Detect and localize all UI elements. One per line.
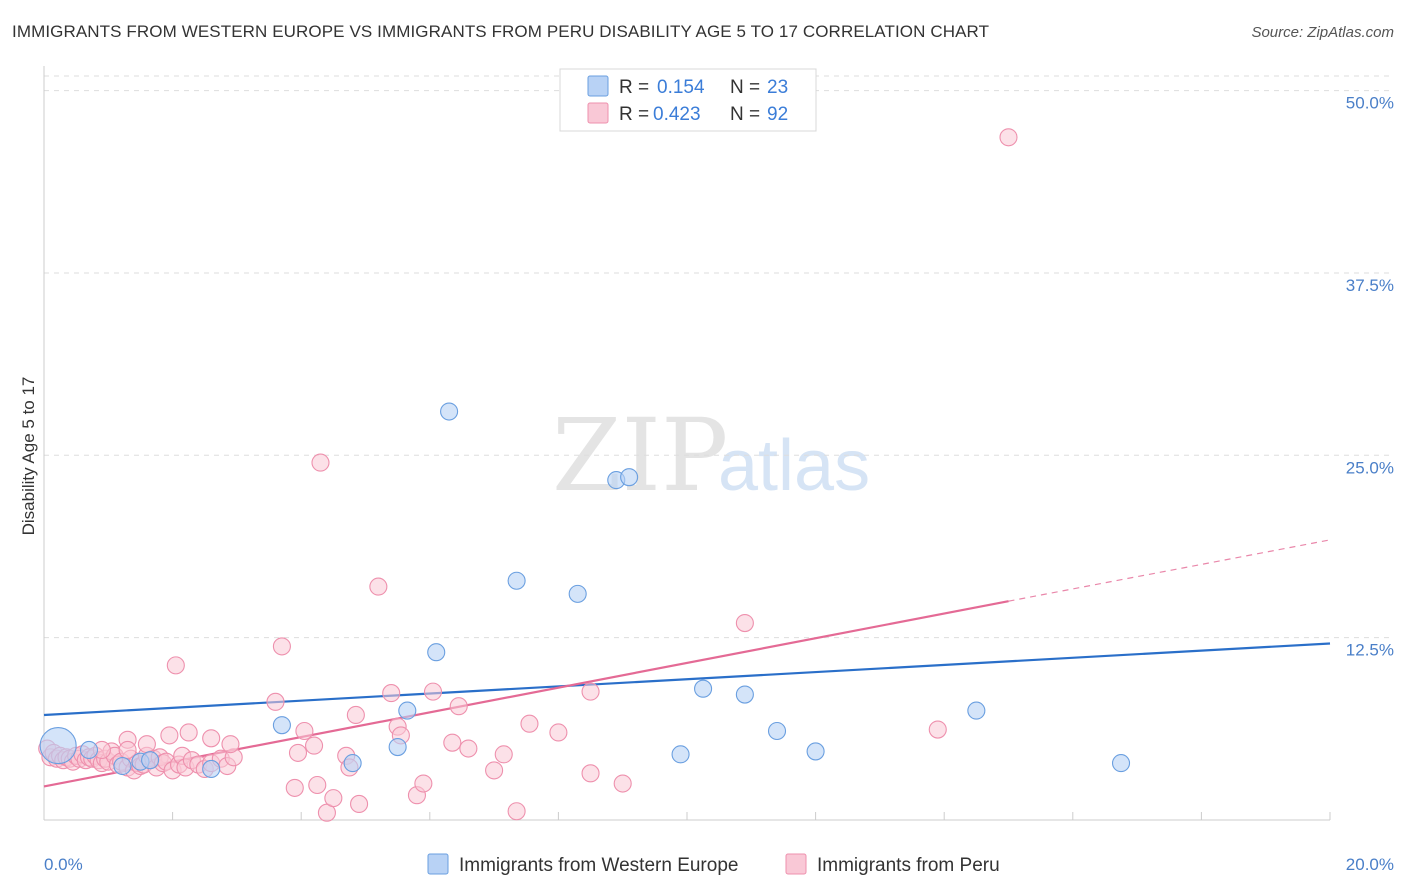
point-peru [350, 794, 369, 814]
x-tick-label-max: 20.0% [1346, 855, 1394, 874]
point-western-europe [398, 701, 417, 720]
source-label: Source: ZipAtlas.com [1251, 24, 1394, 41]
point-peru [423, 682, 443, 701]
point-peru [928, 720, 947, 739]
point-western-europe [39, 727, 77, 765]
legend-swatch-western-europe [587, 75, 609, 97]
x-tick-label-min: 0.0% [44, 855, 83, 874]
y-tick-label: 12.5% [1346, 641, 1394, 660]
point-peru [459, 739, 478, 758]
point-peru [160, 726, 179, 745]
point-western-europe [694, 679, 713, 698]
point-western-europe [202, 759, 221, 778]
point-peru [346, 705, 365, 725]
point-peru [288, 743, 308, 762]
point-western-europe [141, 751, 160, 770]
point-peru [494, 745, 513, 764]
point-western-europe [427, 643, 446, 662]
point-peru [443, 733, 462, 752]
point-peru [549, 723, 568, 742]
legend-n-label-1: N = [730, 77, 760, 98]
point-peru [285, 778, 304, 797]
point-western-europe [735, 685, 754, 704]
point-peru [485, 761, 504, 780]
y-tick-label: 25.0% [1346, 458, 1394, 477]
point-peru [369, 577, 388, 596]
point-peru [295, 721, 314, 741]
point-peru [449, 697, 468, 716]
legend-r-label-1: R = [619, 77, 649, 98]
point-peru [999, 128, 1018, 147]
bottom-legend: Immigrants from Western Europe Immigrant… [427, 853, 1000, 876]
bottom-legend-swatch-western-europe [427, 853, 449, 875]
point-western-europe [79, 740, 99, 760]
point-peru [179, 723, 198, 742]
x-tick-labels: 0.0% 20.0% [44, 855, 1394, 874]
points-western-europe [39, 402, 1131, 778]
chart-title: IMMIGRANTS FROM WESTERN EUROPE VS IMMIGR… [12, 22, 990, 41]
grid [44, 75, 1394, 639]
point-peru [507, 802, 526, 821]
legend-r-value-1: 0.154 [657, 77, 705, 98]
point-peru [308, 775, 327, 795]
point-peru [324, 789, 343, 808]
trend-line-western-europe [43, 642, 1331, 717]
legend: R = 0.154 N = 23 R = 0.423 N = 92 [559, 68, 817, 132]
point-peru [520, 714, 539, 733]
legend-r-value-2: 0.423 [653, 104, 701, 125]
point-peru [305, 736, 324, 755]
point-western-europe [967, 701, 986, 720]
point-peru [613, 774, 632, 793]
y-tick-label: 50.0% [1346, 94, 1394, 113]
legend-r-label-2: R = [619, 104, 649, 125]
trend-line-peru-extrapolated [1008, 539, 1331, 602]
bottom-legend-swatch-peru [785, 853, 807, 875]
point-western-europe [671, 745, 690, 764]
point-peru [735, 614, 754, 633]
point-peru [266, 692, 285, 711]
point-western-europe [568, 584, 587, 603]
point-western-europe [767, 721, 787, 741]
point-peru [581, 764, 600, 783]
legend-n-value-2: 92 [767, 104, 788, 125]
point-peru [272, 637, 291, 656]
trend-lines [43, 539, 1331, 788]
legend-swatch-peru [587, 102, 609, 124]
point-peru [581, 682, 600, 701]
point-western-europe [1111, 754, 1131, 773]
point-peru [221, 735, 240, 754]
y-tick-label: 37.5% [1346, 276, 1394, 295]
x-ticks [43, 812, 1331, 820]
bottom-legend-label-peru: Immigrants from Peru [817, 855, 1000, 876]
watermark: ZIP atlas [552, 397, 870, 514]
point-western-europe [440, 402, 459, 421]
points-peru [38, 128, 1018, 822]
trend-line-peru [43, 600, 1009, 788]
y-axis-title: Disability Age 5 to 17 [19, 377, 38, 536]
point-western-europe [507, 571, 526, 590]
point-peru [137, 735, 156, 754]
point-peru [166, 656, 185, 675]
point-western-europe [113, 756, 132, 776]
point-peru [118, 740, 137, 760]
point-peru [311, 453, 330, 472]
y-tick-labels: 12.5% 25.0% 37.5% 50.0% [1346, 94, 1394, 660]
point-western-europe [620, 468, 639, 487]
point-peru [382, 684, 401, 703]
point-peru [202, 729, 221, 748]
point-peru [414, 774, 433, 793]
legend-n-value-1: 23 [767, 77, 788, 98]
legend-n-label-2: N = [730, 104, 760, 125]
point-western-europe [388, 738, 407, 757]
watermark-atlas: atlas [718, 426, 870, 506]
bottom-legend-label-western-europe: Immigrants from Western Europe [459, 855, 738, 876]
point-western-europe [343, 754, 362, 773]
point-western-europe [806, 742, 825, 761]
point-western-europe [272, 716, 291, 735]
